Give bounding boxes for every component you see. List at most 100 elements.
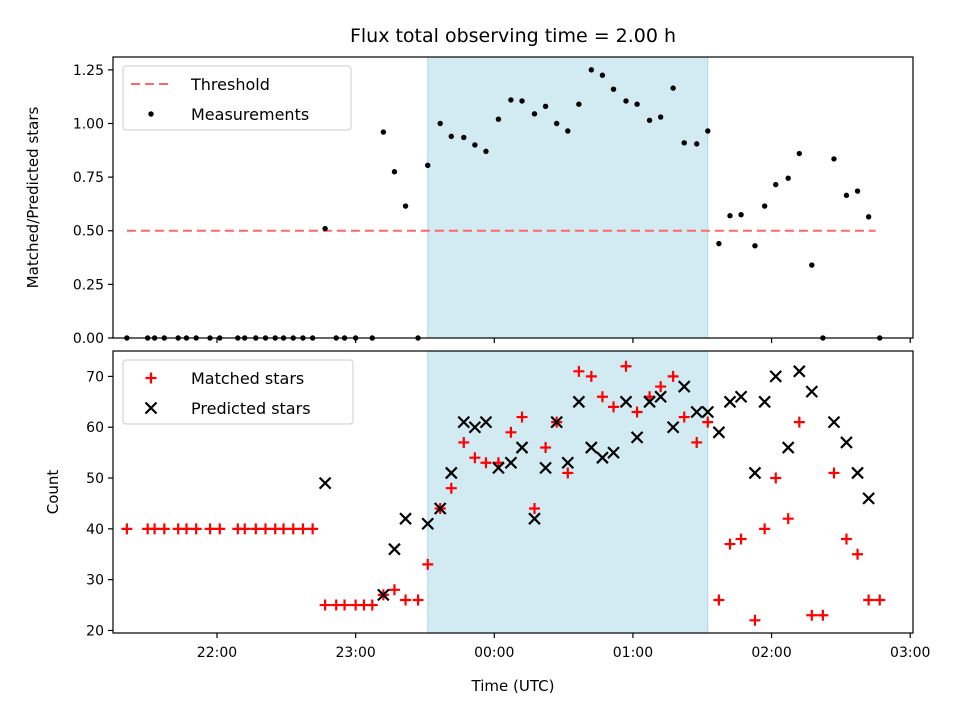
measurement-point — [402, 203, 409, 209]
y-tick-label: 0.00 — [73, 331, 104, 347]
measurement-point — [553, 120, 560, 127]
matched-star-point — [190, 523, 202, 535]
matched-star-point — [239, 523, 251, 535]
legend-label: Threshold — [190, 75, 270, 94]
matched-star-point — [620, 360, 632, 372]
matched-star-point — [691, 436, 703, 448]
matched-star-point — [278, 523, 290, 535]
measurement-point — [531, 111, 538, 117]
measurement-point — [380, 129, 387, 135]
matched-star-point — [608, 401, 620, 413]
predicted-star-point — [690, 405, 703, 419]
predicted-star-point — [492, 461, 505, 475]
predicted-star-point — [723, 395, 737, 409]
legend-box — [122, 65, 352, 131]
predicted-star-point — [769, 370, 783, 383]
matched-star-point — [724, 538, 736, 550]
measurement-point — [831, 156, 837, 162]
measurement-point — [508, 97, 514, 103]
predicted-star-point — [851, 466, 864, 480]
predicted-star-point — [504, 456, 518, 470]
predicted-star-point — [643, 395, 656, 409]
measurement-point — [854, 188, 861, 194]
predicted-star-point — [457, 415, 471, 429]
measurement-point — [448, 133, 455, 140]
predicted-star-point — [630, 431, 644, 444]
predicted-star-point — [748, 466, 762, 480]
matched-star-point — [759, 523, 771, 535]
matched-star-point — [840, 533, 852, 545]
matched-star-point — [180, 523, 192, 535]
measurement-point — [425, 162, 431, 169]
measurement-point — [610, 86, 617, 92]
predicted-star-point — [561, 456, 575, 470]
predicted-star-point — [805, 385, 819, 398]
measurement-point — [796, 150, 803, 157]
predicted-star-point — [619, 395, 633, 409]
matched-star-point — [260, 523, 272, 535]
matched-star-point — [480, 457, 492, 469]
measurement-point — [694, 141, 700, 147]
matched-star-point — [297, 523, 309, 535]
measurement-point — [483, 148, 489, 155]
predicted-star-point — [528, 512, 541, 525]
predicted-star-point — [572, 395, 586, 409]
matched-star-point — [250, 523, 262, 535]
predicted-star-point — [468, 420, 482, 434]
y-tick-label: 70 — [86, 369, 104, 385]
measurement-point — [646, 117, 653, 123]
measurement-point — [542, 103, 549, 110]
matched-star-point — [702, 416, 714, 428]
measurement-point — [565, 128, 571, 134]
x-tick-label: 22:00 — [197, 645, 237, 661]
measurement-point — [519, 98, 525, 104]
predicted-star-point — [654, 390, 667, 404]
measurement-point — [761, 203, 768, 209]
measurement-point — [773, 181, 779, 188]
matched-star-point — [585, 370, 597, 382]
predicted-star-point — [421, 517, 435, 531]
predicted-star-point — [318, 476, 332, 490]
matched-star-point — [400, 594, 412, 606]
matched-star-point — [596, 391, 608, 403]
measurement-point — [752, 243, 758, 249]
matched-star-point — [735, 533, 747, 545]
matched-star-point — [631, 406, 643, 418]
y-tick-label: 1.00 — [73, 116, 104, 132]
y-axis-label: Count — [44, 470, 62, 515]
measurement-point — [495, 116, 502, 122]
measurement-point — [843, 192, 850, 199]
predicted-star-point — [433, 502, 447, 515]
series-predicted-stars — [318, 365, 875, 602]
x-tick-label: 02:00 — [751, 645, 791, 661]
legend-predicted-swatch — [144, 401, 158, 415]
predicted-star-point — [677, 380, 691, 393]
matched-star-point — [121, 523, 133, 535]
measurement-point — [670, 85, 676, 91]
predicted-star-point — [445, 466, 458, 480]
y-axis-label: Matched/Predicted stars — [24, 107, 42, 289]
matched-star-point — [469, 452, 481, 464]
matched-star-point — [573, 365, 585, 377]
x-tick-label: 00:00 — [474, 645, 514, 661]
measurement-point — [576, 101, 582, 107]
predicted-star-point — [550, 415, 563, 429]
y-tick-label: 30 — [86, 573, 104, 589]
matched-star-point — [149, 523, 161, 535]
y-tick-label: 1.25 — [73, 63, 104, 79]
predicted-star-point — [388, 542, 401, 556]
matched-star-point — [339, 599, 351, 611]
legend: Matched stars Predicted stars — [122, 359, 354, 425]
measurement-point — [472, 142, 478, 148]
predicted-star-point — [515, 441, 529, 454]
measurement-point — [437, 120, 443, 127]
matched-star-point — [412, 594, 424, 606]
legend-measurement-swatch — [148, 111, 154, 117]
y-tick-label: 0.75 — [73, 170, 104, 186]
matched-star-point — [655, 381, 667, 393]
x-axis-label: Time (UTC) — [471, 677, 555, 695]
matched-star-point — [874, 594, 886, 606]
y-tick-label: 40 — [86, 522, 104, 538]
matched-star-point — [562, 467, 574, 479]
